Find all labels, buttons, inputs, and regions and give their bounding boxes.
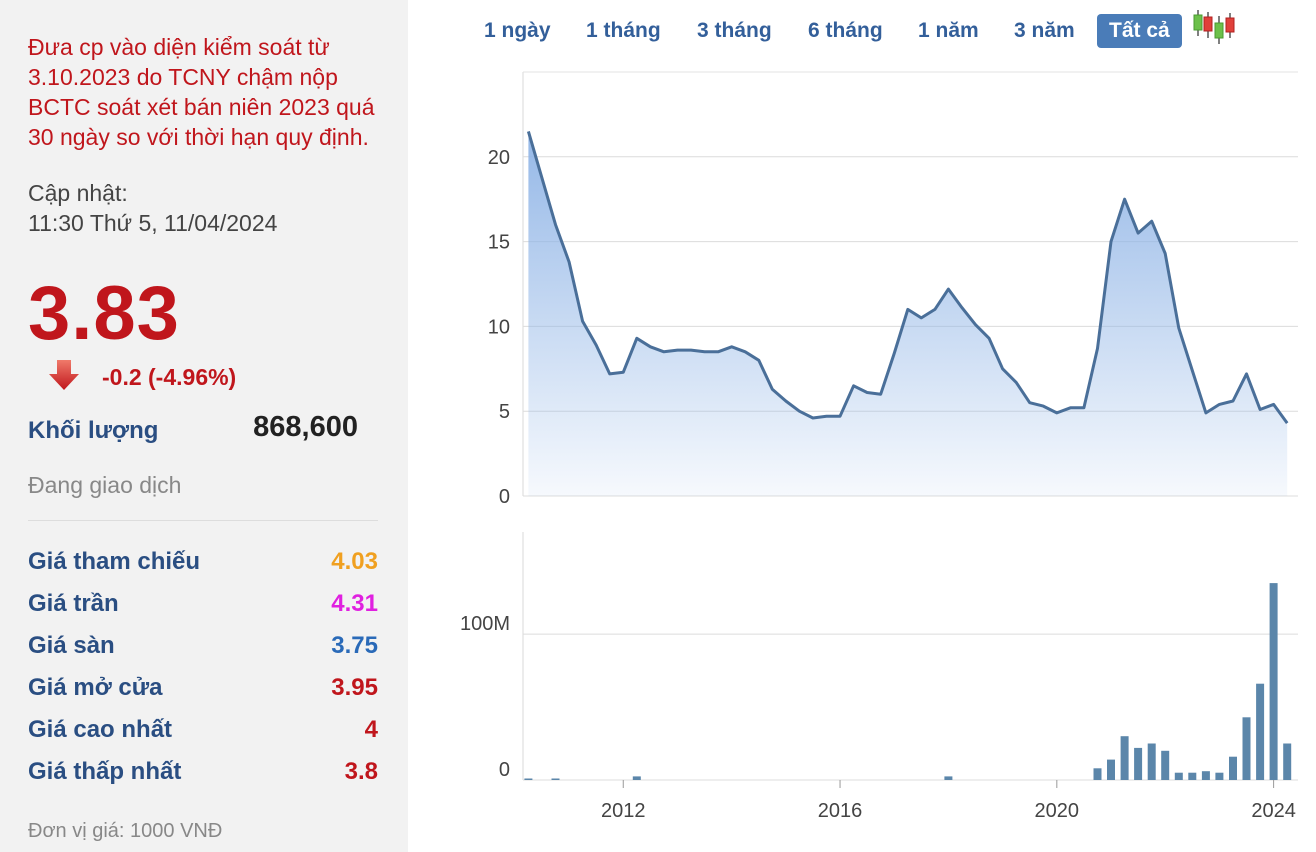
volume-tick-label: 100M: [460, 613, 510, 635]
volume-bar: [1134, 747, 1143, 780]
tab-3-months[interactable]: 3 tháng: [697, 19, 772, 42]
volume-bar: [551, 778, 560, 780]
stat-row-ceiling: Giá trần 4.31: [28, 590, 378, 620]
axis-labels: 0 5 10 15 20 0 100M 2012 2016 2020 2024: [460, 147, 1296, 822]
price-tick-label: 10: [488, 316, 510, 338]
stat-row-floor: Giá sàn 3.75: [28, 632, 378, 662]
stat-row-reference: Giá tham chiếu 4.03: [28, 548, 378, 578]
price-tick-label: 20: [488, 147, 510, 169]
volume-bar: [1093, 768, 1102, 780]
stat-value: 4.03: [331, 548, 378, 575]
stat-label: Giá tham chiếu: [28, 548, 201, 575]
volume-bar: [524, 778, 533, 780]
volume-bar: [1283, 743, 1292, 780]
stat-value: 3.8: [344, 758, 378, 785]
stat-value: 4.31: [331, 590, 378, 617]
volume-bar: [1256, 683, 1265, 780]
tab-1-month[interactable]: 1 tháng: [586, 19, 661, 42]
price-change: -0.2 (-4.96%): [102, 364, 237, 390]
volume-bar: [1201, 771, 1210, 780]
tab-6-months[interactable]: 6 tháng: [808, 19, 883, 42]
volume-bar: [1242, 717, 1251, 780]
volume-bars: [524, 583, 1292, 780]
volume-bar: [1174, 772, 1183, 780]
volume-bar: [944, 776, 953, 780]
tab-all[interactable]: Tất cả: [1097, 14, 1182, 48]
candlestick-icon[interactable]: [1192, 8, 1236, 46]
trading-status: Đang giao dịch: [28, 472, 182, 498]
stat-value: 3.75: [331, 632, 378, 659]
volume-gridlines: [522, 532, 1298, 781]
volume-bar: [1229, 756, 1237, 780]
x-tick-label: 2012: [601, 800, 646, 822]
divider: [28, 520, 378, 521]
warning-notice: Đưa cp vào diện kiểm soát từ 3.10.2023 d…: [28, 34, 375, 150]
volume-bar: [1107, 759, 1115, 780]
price-line: [526, 130, 1289, 424]
volume-bar: [1147, 743, 1156, 780]
tab-3-years[interactable]: 3 năm: [1014, 19, 1075, 42]
stat-label: Giá sàn: [28, 632, 115, 659]
volume-label: Khối lượng: [28, 417, 159, 444]
arrow-down-icon: [49, 360, 79, 390]
volume-bar: [1161, 750, 1170, 780]
stat-value: 4: [364, 716, 378, 743]
stat-row-low: Giá thấp nhất 3.8: [28, 758, 378, 788]
volume-bar: [632, 776, 641, 780]
x-tick-label: 2020: [1035, 800, 1080, 822]
stock-info-panel: Đưa cp vào diện kiểm soát từ 3.10.2023 d…: [0, 0, 408, 852]
update-time: 11:30 Thứ 5, 11/04/2024: [28, 210, 278, 236]
volume-bar: [1269, 583, 1278, 780]
stat-value: 3.95: [331, 674, 378, 701]
update-label: Cập nhật:: [28, 180, 128, 206]
tab-1-day[interactable]: 1 ngày: [484, 19, 551, 42]
stat-label: Giá mở cửa: [28, 674, 163, 701]
stat-label: Giá thấp nhất: [28, 758, 182, 785]
price-tick-label: 0: [499, 486, 510, 508]
x-tick-label: 2016: [818, 800, 863, 822]
price-tick-label: 15: [488, 232, 510, 254]
x-tick-label: 2024: [1251, 800, 1296, 822]
stat-row-high: Giá cao nhất 4: [28, 716, 378, 746]
tab-1-year[interactable]: 1 năm: [918, 19, 979, 42]
stat-row-open: Giá mở cửa 3.95: [28, 674, 378, 704]
volume-bar: [1120, 736, 1129, 780]
volume-bar: [1215, 772, 1224, 780]
volume-bar: [1188, 772, 1197, 780]
current-price: 3.83: [28, 271, 180, 356]
volume-tick-label: 0: [499, 759, 510, 781]
price-tick-label: 5: [499, 401, 510, 423]
price-unit-note: Đơn vị giá: 1000 VNĐ: [28, 820, 223, 842]
stat-label: Giá cao nhất: [28, 716, 173, 743]
stat-label: Giá trần: [28, 590, 119, 617]
volume-value: 868,600: [253, 411, 358, 443]
